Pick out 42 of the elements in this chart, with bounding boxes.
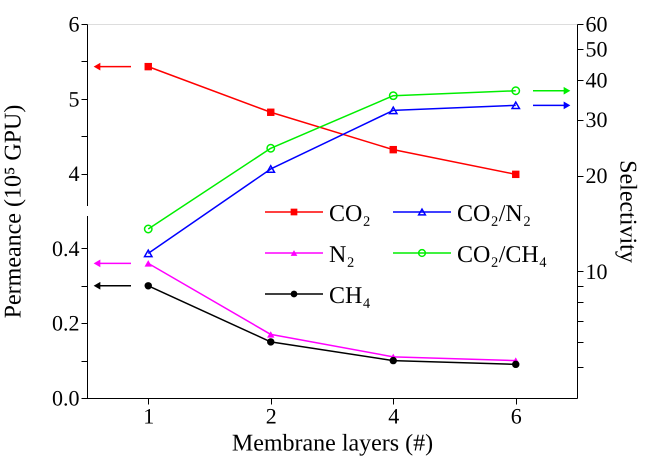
point: [267, 108, 274, 116]
point: [512, 360, 520, 368]
point: [267, 338, 274, 346]
x-tick-label: 4: [388, 404, 400, 428]
point: [266, 144, 276, 153]
point: [266, 165, 276, 173]
legend-label: CO₂/N₂: [457, 201, 532, 227]
point: [144, 282, 152, 290]
y-tick-label: 0.0: [52, 386, 80, 410]
point: [511, 101, 520, 110]
y2-tick-label: 20: [586, 163, 608, 188]
y2-tick-label: 50: [586, 36, 608, 62]
y2-axis-title: Selectivity: [614, 160, 640, 263]
point: [388, 106, 398, 114]
point: [267, 331, 274, 338]
y2-tick-label: 40: [586, 67, 608, 92]
point: [511, 86, 520, 96]
point: [512, 170, 520, 178]
point: [390, 356, 397, 364]
y3-tick-label: 6: [68, 12, 80, 36]
y-tick-label: 0.4: [52, 236, 80, 261]
y-tick-label: 0.2: [52, 310, 80, 336]
legend-label: N₂: [329, 242, 355, 268]
x-tick-label: 6: [510, 404, 522, 428]
legend-label: CO₂/CH₄: [457, 242, 548, 268]
y2-tick-label: 10: [586, 258, 608, 284]
point: [388, 91, 398, 100]
point: [144, 62, 152, 70]
x-tick-label: 2: [266, 404, 277, 428]
y-axis-title: Permeance (10⁵ GPU): [0, 104, 26, 318]
point: [144, 224, 153, 234]
legend-label: CO₂: [329, 201, 371, 227]
x-tick-label: 1: [143, 404, 154, 428]
point: [390, 146, 397, 154]
point: [144, 260, 152, 267]
y3-tick-label: 5: [68, 86, 80, 112]
y2-tick-label: 30: [586, 107, 608, 132]
y2-tick-label: 60: [586, 12, 608, 36]
x-axis-title: Membrane layers (#): [232, 430, 434, 456]
legend-label: CH₄: [329, 283, 371, 309]
point: [144, 249, 153, 258]
y3-tick-label: 4: [68, 161, 80, 186]
